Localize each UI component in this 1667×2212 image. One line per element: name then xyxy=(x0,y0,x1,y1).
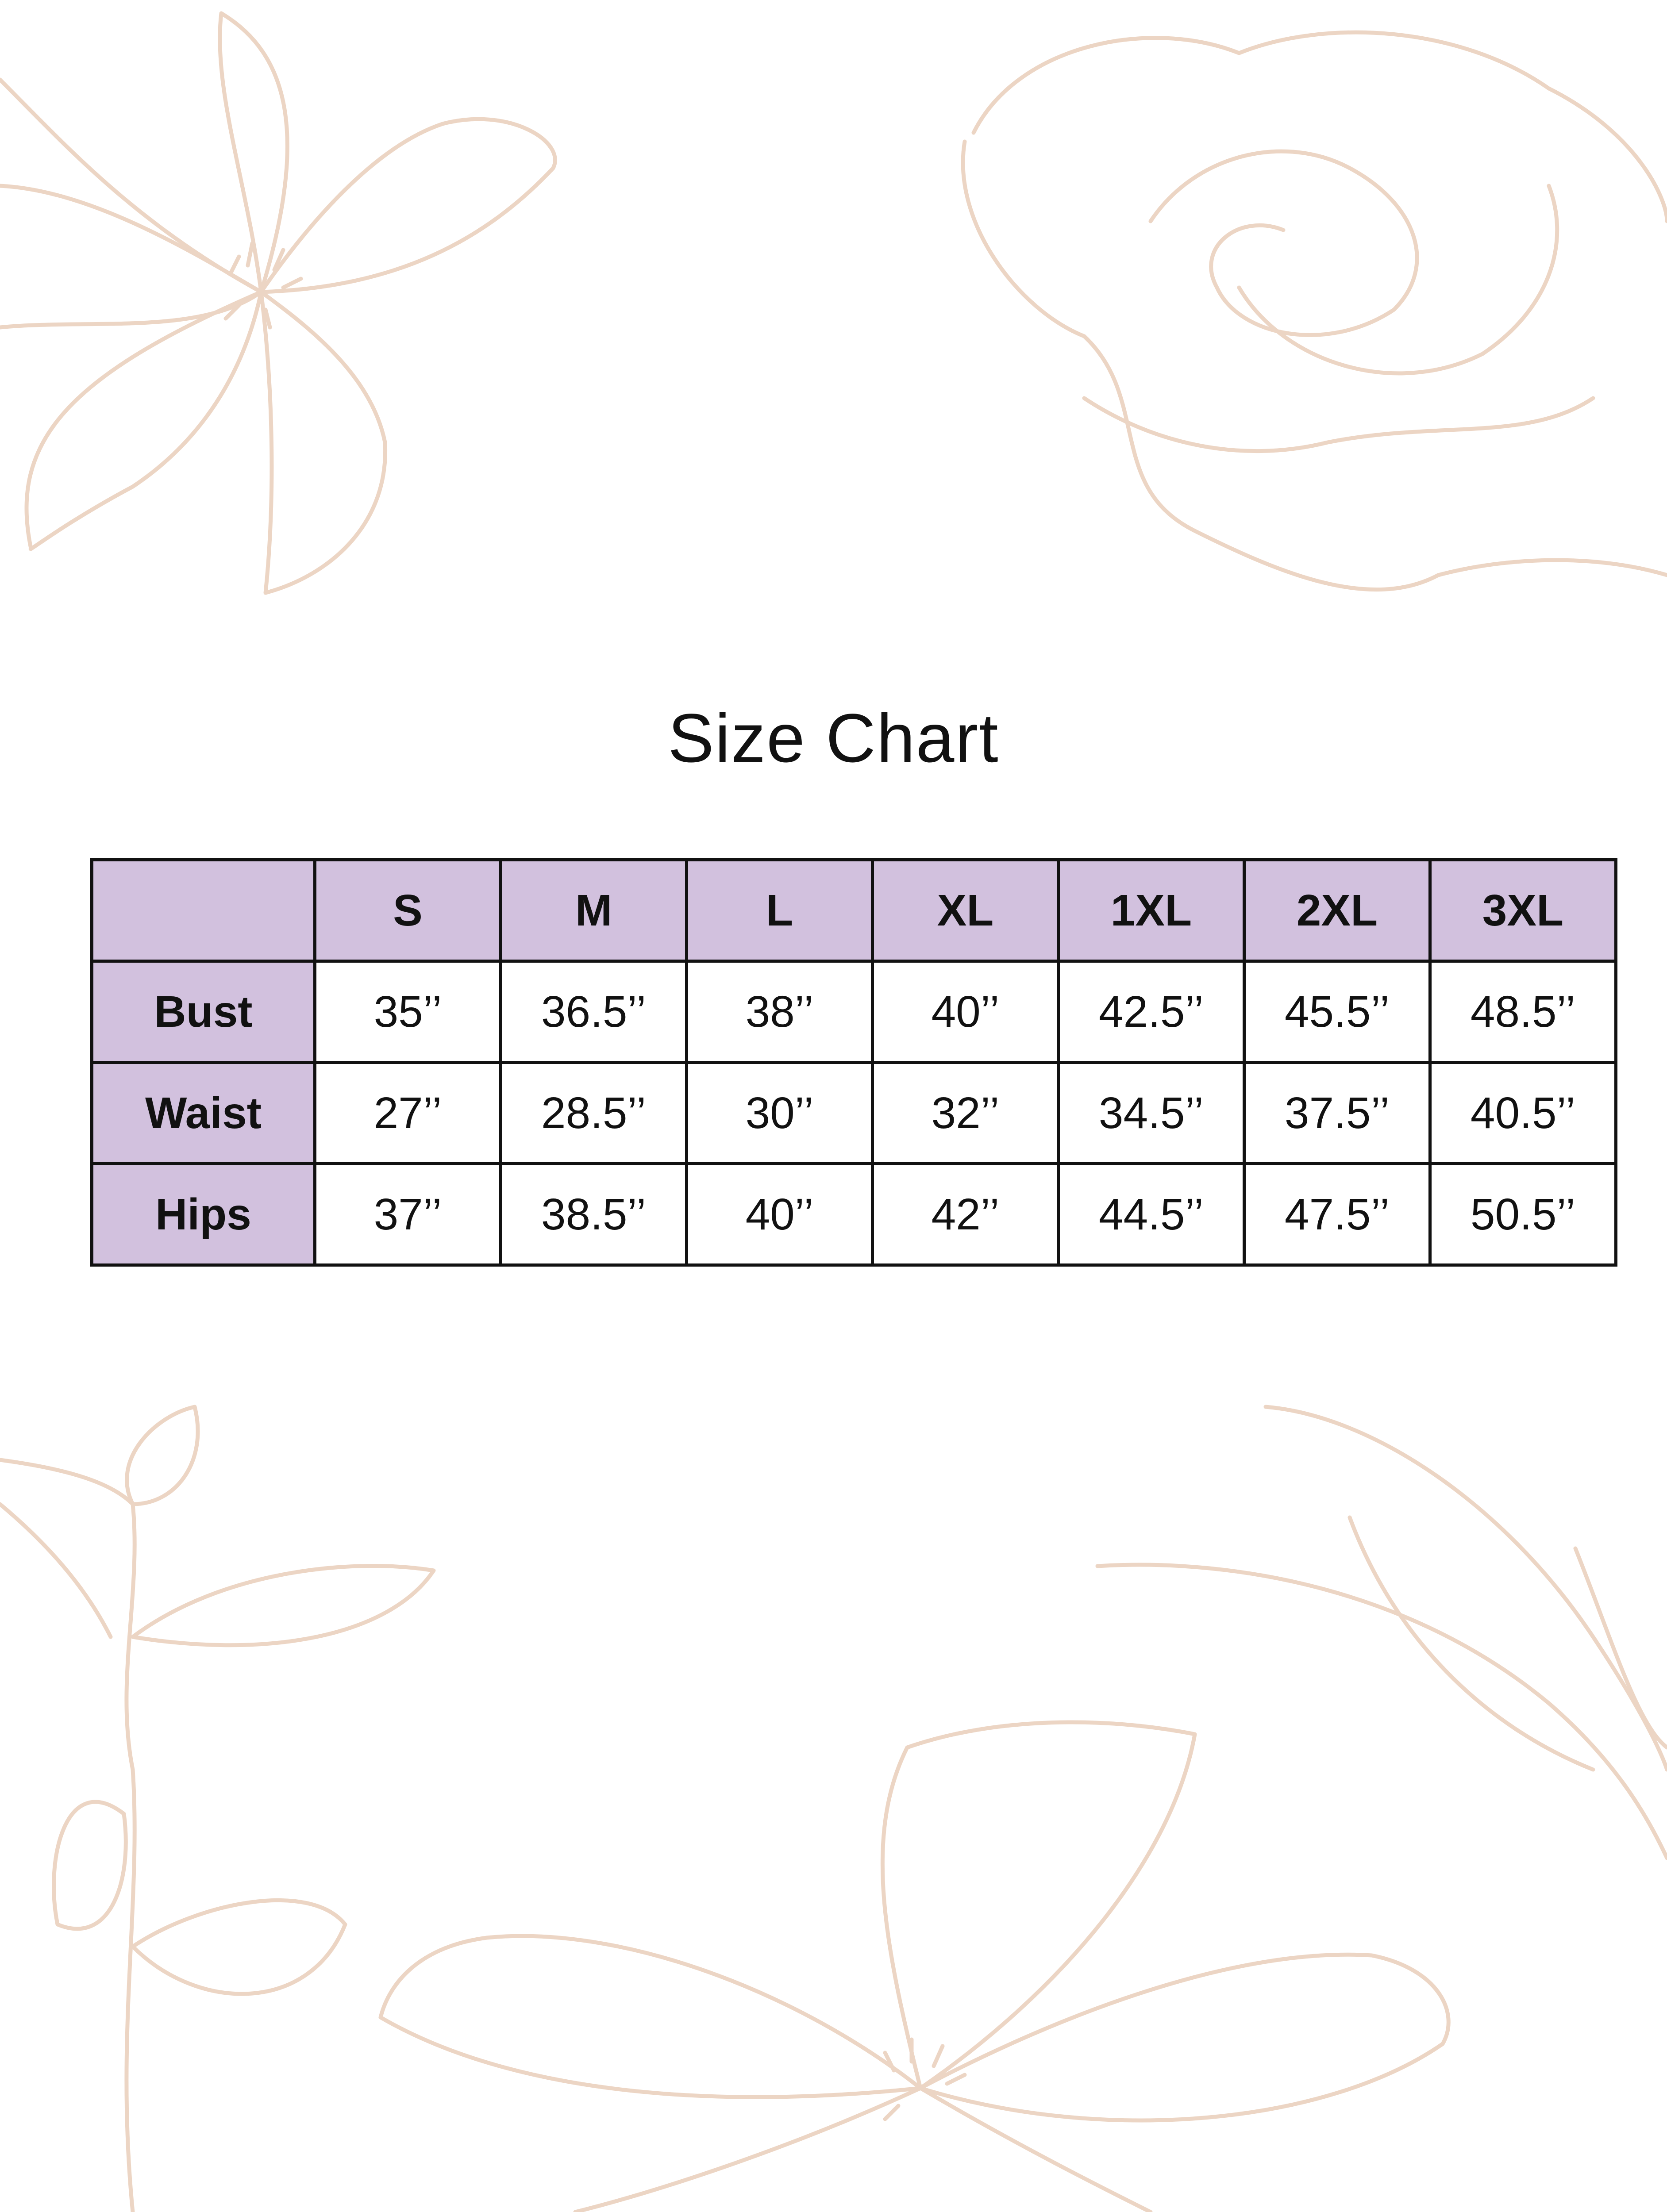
row-header: Waist xyxy=(90,1061,316,1165)
column-header: XL xyxy=(871,858,1060,963)
column-header: 1XL xyxy=(1057,858,1246,963)
table-cell: 37’’ xyxy=(313,1162,502,1267)
column-header: 2XL xyxy=(1243,858,1432,963)
table-row: Hips 37’’ 38.5’’ 40’’ 42’’ 44.5’’ 47.5’’… xyxy=(90,1162,1617,1267)
table-cell: 36.5’’ xyxy=(499,960,688,1064)
column-header: L xyxy=(685,858,874,963)
table-cell: 38’’ xyxy=(685,960,874,1064)
rose-top-right xyxy=(961,30,1667,592)
table-cell: 27’’ xyxy=(313,1061,502,1165)
page-title: Size Chart xyxy=(668,700,999,777)
table-cell: 40’’ xyxy=(685,1162,874,1267)
table-row: Waist 27’’ 28.5’’ 30’’ 32’’ 34.5’’ 37.5’… xyxy=(90,1061,1617,1165)
table-cell: 50.5’’ xyxy=(1428,1162,1617,1267)
table-cell: 45.5’’ xyxy=(1243,960,1432,1064)
table-cell: 42.5’’ xyxy=(1057,960,1246,1064)
table-row: Bust 35’’ 36.5’’ 38’’ 40’’ 42.5’’ 45.5’’… xyxy=(90,960,1617,1064)
table-cell: 32’’ xyxy=(871,1061,1060,1165)
table-cell: 30’’ xyxy=(685,1061,874,1165)
table-cell: 47.5’’ xyxy=(1243,1162,1432,1267)
table-cell: 37.5’’ xyxy=(1243,1061,1432,1165)
table-cell: 28.5’’ xyxy=(499,1061,688,1165)
table-cell: 35’’ xyxy=(313,960,502,1064)
table-cell: 44.5’’ xyxy=(1057,1162,1246,1267)
flower-bottom-center xyxy=(378,1720,1451,2212)
table-cell: 34.5’’ xyxy=(1057,1061,1246,1165)
table-header-row: S M L XL 1XL 2XL 3XL xyxy=(90,858,1617,963)
row-header: Hips xyxy=(90,1162,316,1267)
size-chart-table: S M L XL 1XL 2XL 3XL Bust 35’’ 36.5’’ 38… xyxy=(90,858,1617,1267)
table-cell: 42’’ xyxy=(871,1162,1060,1267)
flower-top-left xyxy=(0,11,557,595)
row-header: Bust xyxy=(90,960,316,1064)
table-cell: 40.5’’ xyxy=(1428,1061,1617,1165)
leaves-bottom-right xyxy=(1095,1405,1667,1860)
table-cell: 40’’ xyxy=(871,960,1060,1064)
table-cell: 48.5’’ xyxy=(1428,960,1617,1064)
column-header: M xyxy=(499,858,688,963)
leaves-bottom-left xyxy=(0,1405,436,2212)
corner-cell xyxy=(90,858,316,963)
table-cell: 38.5’’ xyxy=(499,1162,688,1267)
column-header: S xyxy=(313,858,502,963)
column-header: 3XL xyxy=(1428,858,1617,963)
